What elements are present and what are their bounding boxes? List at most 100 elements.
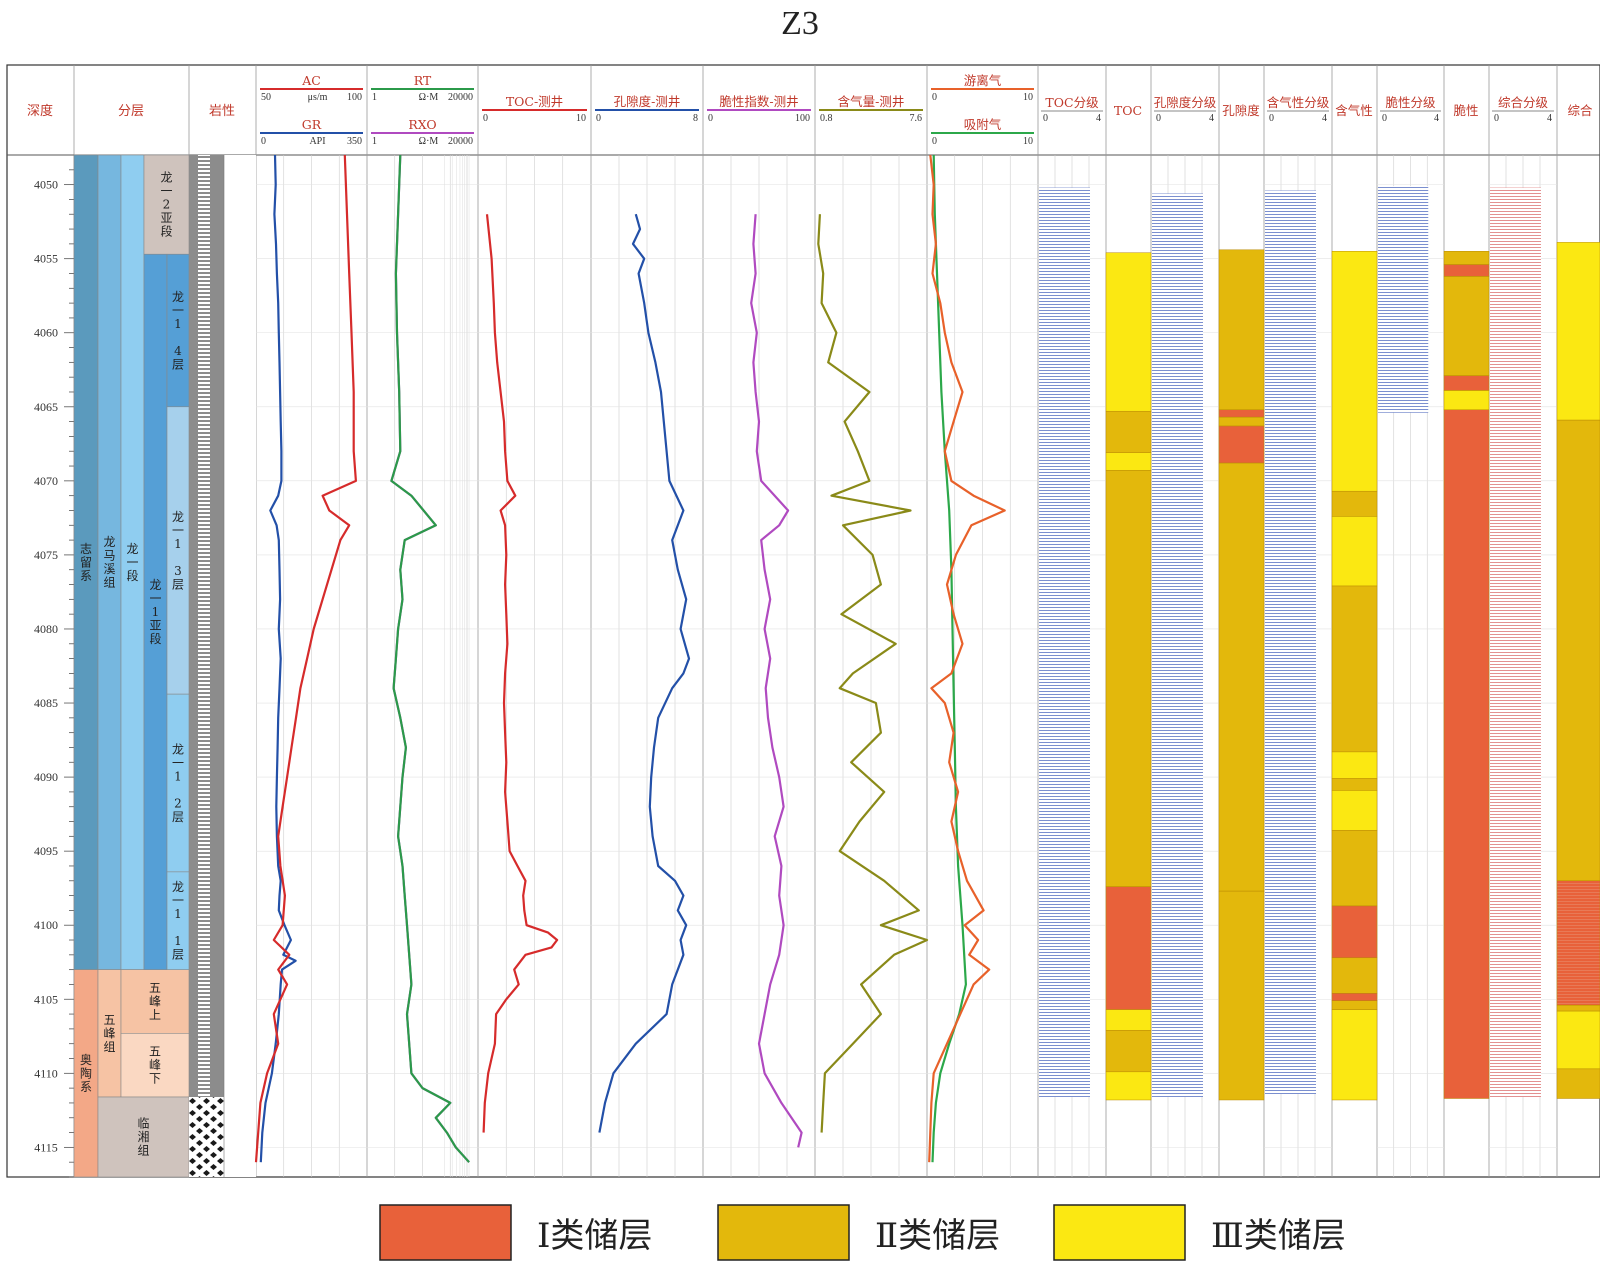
outer-border xyxy=(6,64,1600,1178)
legend-label: Ⅱ类储层 xyxy=(875,1216,1000,1256)
depth-tick-label: 4065 xyxy=(34,400,58,414)
strata-layer-label: 龙 xyxy=(172,290,184,304)
depth-tick-label: 4080 xyxy=(34,622,58,636)
strata-member-label: 峰 xyxy=(149,1058,161,1072)
depth-tick-label: 4050 xyxy=(34,178,58,192)
strata-layer-label: 2 xyxy=(174,796,182,810)
strata-layer-label: 龙 xyxy=(172,742,184,756)
toc-class-interval xyxy=(1105,1071,1152,1101)
toc-class-interval xyxy=(1105,1030,1152,1073)
ads-gas-header-name: 吸附气 xyxy=(964,117,1002,132)
comp-class-scale-min: 0 xyxy=(1494,113,1499,124)
strata-formation-label: 组 xyxy=(103,1040,115,1054)
strata-layer-label: 层 xyxy=(172,948,184,962)
strata-layer-label: 层 xyxy=(172,357,184,371)
strata-layer-label: 1 xyxy=(174,907,182,921)
rxo-header-name: RXO xyxy=(408,117,436,132)
gas-scale-min: 0.8 xyxy=(820,113,833,124)
brittle-class-interval xyxy=(1443,276,1490,376)
depth-tick-label: 4100 xyxy=(34,918,58,932)
strata-submember-label: 一 xyxy=(160,184,172,198)
legend-label: Ⅰ类储层 xyxy=(537,1216,652,1256)
gas-class-scale-min: 0 xyxy=(1269,113,1274,124)
brittle-class-interval xyxy=(1443,264,1490,277)
brittle-class-interval xyxy=(1443,251,1490,265)
comp-class-header-name: 综合分级 xyxy=(1498,95,1549,110)
strata-layer-label: 一 xyxy=(172,303,184,317)
por-class-interval xyxy=(1218,425,1265,464)
strata-formation-label: 马 xyxy=(103,549,115,563)
strata-layer-label: 1 xyxy=(174,934,182,948)
ac-scale-min: 50 xyxy=(261,92,271,103)
strata-member-label: 龙 xyxy=(126,542,138,556)
por-class-hatch xyxy=(1152,193,1203,1098)
strata-member-label: 五 xyxy=(149,981,161,995)
gr-scale-min: 0 xyxy=(261,136,266,147)
por-class-interval xyxy=(1218,249,1265,411)
por-header-name: 孔隙度-测井 xyxy=(614,94,681,109)
comp-class-interval xyxy=(1556,1004,1600,1012)
free-gas-header-name: 游离气 xyxy=(964,73,1002,88)
toc-scale-min: 0 xyxy=(483,113,488,124)
strata-member-label: 段 xyxy=(126,568,138,583)
rxo-scale-unit: Ω·M xyxy=(419,136,439,147)
depth-track: 4050 4055 4060 4065 4070 4075 4080 4085 4090 4095… xyxy=(34,154,74,1178)
strata-formation-label: 峰 xyxy=(103,1026,115,1040)
brittle-class-interval xyxy=(1443,375,1490,391)
lith-header: 岩性 xyxy=(209,104,235,119)
por-class-interval xyxy=(1218,890,1265,1101)
depth-tick-label: 4055 xyxy=(34,252,58,266)
strata-submember-label: 2 xyxy=(163,198,171,212)
comp-class-interval xyxy=(1556,1010,1600,1070)
comp-class-scale-max: 4 xyxy=(1547,113,1552,124)
brittle-header-name: 脆性指数-测井 xyxy=(719,94,798,109)
legend-swatch xyxy=(379,1204,512,1261)
lithology-track xyxy=(189,155,256,1177)
ac-scale-unit: μs/m xyxy=(308,92,328,103)
brittle-class-hatch xyxy=(1378,186,1429,413)
ac-header-name: AC xyxy=(301,73,321,88)
ac-curve xyxy=(254,154,357,1163)
toc-class-interval xyxy=(1105,252,1152,412)
comp-class-hatch xyxy=(1490,187,1541,1098)
gas-class-interval xyxy=(1331,790,1378,831)
gas-class-interval xyxy=(1331,251,1378,492)
brittle-class-interval xyxy=(1443,409,1490,1099)
strata-layer-label: 1 xyxy=(174,537,182,551)
legend: Ⅰ类储层 Ⅱ类储层 Ⅲ类储层 xyxy=(379,1204,1346,1261)
comp-class-interval xyxy=(1556,1068,1600,1099)
depth-tick-label: 4090 xyxy=(34,770,58,784)
gas-class-header-name: 含气性分级 xyxy=(1267,95,1330,110)
gas-header-name: 含气量-测井 xyxy=(838,94,905,109)
gas-class-interval xyxy=(1331,751,1378,779)
gas-class-hatch xyxy=(1265,190,1316,1095)
strata-layer-label: 龙 xyxy=(172,510,184,524)
por-class-interval xyxy=(1218,409,1265,418)
brittle-class-header-name: 脆性分级 xyxy=(1385,95,1436,110)
gas-class-interval xyxy=(1331,585,1378,753)
strata-member-label: 临 xyxy=(137,1117,149,1131)
strata-system-label: 系 xyxy=(80,1080,92,1094)
por-class-interval xyxy=(1218,416,1265,427)
strata-member-label: 组 xyxy=(137,1144,149,1158)
gas-content-curve xyxy=(817,214,929,1133)
ads-gas-scale-min: 0 xyxy=(932,136,937,147)
por-class-interval xyxy=(1218,462,1265,892)
toc-class-scale-min: 0 xyxy=(1043,113,1048,124)
log-curves xyxy=(254,154,1006,1163)
strata-system-label: 奥 xyxy=(80,1053,92,1067)
toc-class-interval xyxy=(1105,886,1152,1010)
legend-swatch xyxy=(717,1204,850,1261)
toc-class-header-name: TOC分级 xyxy=(1045,95,1099,110)
strata-submember-label: 段 xyxy=(160,224,172,239)
por-result-header: 孔隙度 xyxy=(1222,103,1260,118)
rxo-scale-min: 1 xyxy=(372,136,377,147)
gr-scale-max: 350 xyxy=(347,136,362,147)
ac-scale-max: 100 xyxy=(347,92,362,103)
ads-gas-scale-max: 10 xyxy=(1023,136,1033,147)
rxo-scale-max: 20000 xyxy=(448,136,473,147)
rt-scale-max: 20000 xyxy=(448,92,473,103)
strata-layer-label: 一 xyxy=(172,523,184,537)
toc-result-header: TOC xyxy=(1114,103,1142,118)
